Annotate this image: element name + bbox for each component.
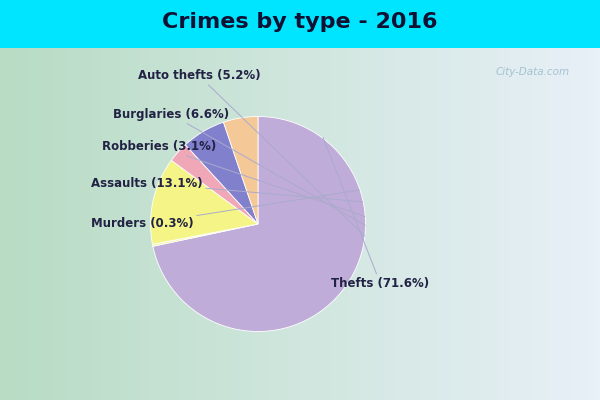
Text: Assaults (13.1%): Assaults (13.1%) [91, 177, 362, 202]
Wedge shape [185, 122, 258, 224]
Wedge shape [151, 160, 258, 244]
Wedge shape [152, 224, 258, 246]
Text: Thefts (71.6%): Thefts (71.6%) [323, 138, 429, 290]
Wedge shape [172, 145, 258, 224]
Text: Burglaries (6.6%): Burglaries (6.6%) [113, 108, 365, 225]
Text: Murders (0.3%): Murders (0.3%) [91, 190, 359, 230]
Text: Robberies (3.1%): Robberies (3.1%) [102, 140, 365, 216]
Wedge shape [223, 116, 258, 224]
Text: City-Data.com: City-Data.com [496, 67, 570, 77]
Text: Auto thefts (5.2%): Auto thefts (5.2%) [137, 69, 365, 236]
Wedge shape [153, 116, 365, 332]
Text: Crimes by type - 2016: Crimes by type - 2016 [162, 12, 438, 32]
